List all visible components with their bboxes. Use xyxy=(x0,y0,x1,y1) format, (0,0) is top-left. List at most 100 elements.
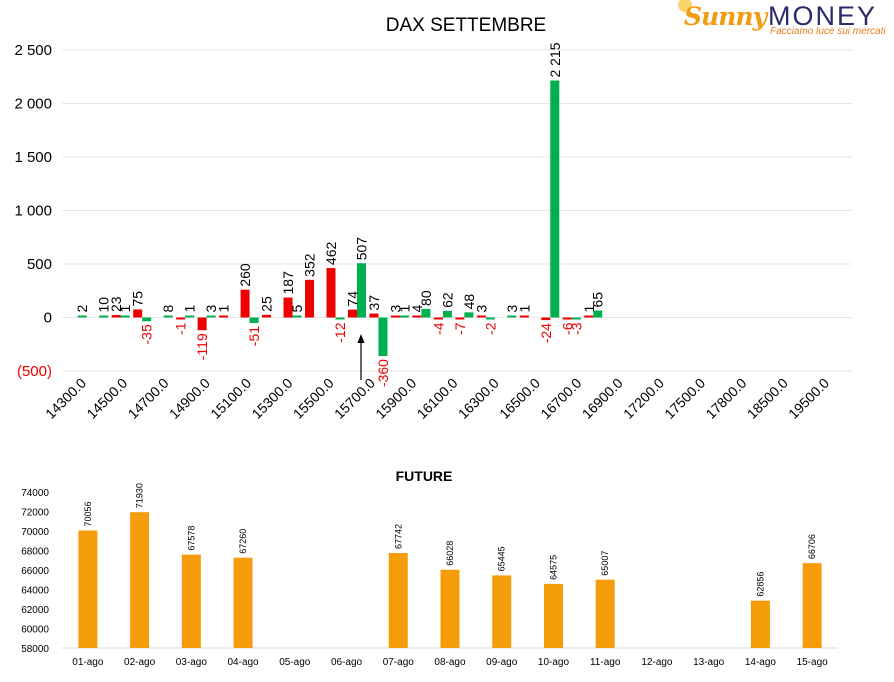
dax-bar xyxy=(519,315,529,318)
dax-bars xyxy=(77,80,603,357)
future-y-tick-label: 72000 xyxy=(21,508,49,519)
future-bar xyxy=(388,553,408,648)
future-bar xyxy=(595,579,615,648)
dax-data-label: 2 215 xyxy=(547,42,563,77)
future-data-label: 65445 xyxy=(497,546,507,571)
dax-data-label: 1 xyxy=(216,305,232,313)
dax-bar xyxy=(219,315,229,318)
dax-bar xyxy=(185,315,195,318)
dax-data-label: 1 xyxy=(182,305,198,313)
dax-y-tick-label: (500) xyxy=(17,363,52,380)
future-x-tick-label: 14-ago xyxy=(745,657,777,668)
dax-data-label: 65 xyxy=(590,292,606,308)
dax-bar xyxy=(476,315,486,318)
dax-y-tick-label: 1 000 xyxy=(14,203,52,220)
dax-data-label: 10 xyxy=(96,297,112,313)
dax-bar xyxy=(464,312,474,318)
future-bar xyxy=(233,557,253,648)
future-x-tick-label: 08-ago xyxy=(434,657,466,668)
dax-bar xyxy=(77,315,87,318)
dax-bar xyxy=(455,317,465,320)
dax-data-label: 25 xyxy=(259,296,275,312)
dax-x-tick-label: 15300.0 xyxy=(248,375,295,422)
logo-sunny-text: Sunny xyxy=(684,2,767,31)
future-x-tick-label: 09-ago xyxy=(486,657,518,668)
dax-september-chart: DAX SETTEMBRE (500) 0 500 1 000 1 500 2 000 2 … xyxy=(14,15,852,422)
dax-x-tick-label: 19500.0 xyxy=(785,375,832,422)
dax-data-label: -12 xyxy=(332,322,348,342)
future-x-tick-label: 06-ago xyxy=(331,657,363,668)
dax-bar xyxy=(399,315,409,318)
dax-data-label: 3 xyxy=(504,305,520,313)
dax-data-label: -7 xyxy=(452,322,468,335)
future-y-tick-label: 70000 xyxy=(21,527,49,538)
dax-bar xyxy=(176,317,186,320)
dax-bar xyxy=(197,317,207,331)
future-y-tick-label: 74000 xyxy=(21,488,49,499)
dax-bar xyxy=(593,310,603,318)
dax-arrow-annotation xyxy=(357,334,365,380)
future-data-label: 71930 xyxy=(135,483,145,508)
dax-bar xyxy=(390,315,400,318)
dax-bar xyxy=(283,297,293,318)
dax-x-tick-label: 17200.0 xyxy=(620,375,667,422)
future-bar xyxy=(543,583,563,648)
dax-data-label: 2 xyxy=(74,305,90,313)
dax-chart-title: DAX SETTEMBRE xyxy=(386,15,546,36)
dax-bar xyxy=(326,268,336,318)
future-data-label: 64575 xyxy=(548,555,558,580)
future-bars xyxy=(78,512,822,648)
dax-data-label: -2 xyxy=(482,322,498,335)
future-bar xyxy=(181,554,201,648)
dax-bar xyxy=(240,289,250,318)
future-x-tick-label: 02-ago xyxy=(124,657,156,668)
dax-x-tick-label: 18500.0 xyxy=(744,375,791,422)
dax-bar xyxy=(206,315,216,318)
dax-bar xyxy=(133,309,143,318)
future-chart: FUTURE 58000 60000 62000 64000 66000 68000 700… xyxy=(21,468,838,668)
dax-x-tick-label: 15100.0 xyxy=(207,375,254,422)
future-x-tick-label: 01-ago xyxy=(72,657,104,668)
dax-x-tick-label: 16900.0 xyxy=(579,375,626,422)
future-y-tick-label: 60000 xyxy=(21,625,49,636)
dax-data-label: 3 xyxy=(387,305,403,313)
dax-x-axis: 14300.014500.014700.014900.015100.015300… xyxy=(42,375,832,422)
dax-data-label: -35 xyxy=(139,324,155,344)
dax-data-label: 4 xyxy=(409,305,425,313)
dax-data-label: -1 xyxy=(173,322,189,335)
dax-arrow-head xyxy=(357,334,365,343)
dax-x-tick-label: 16500.0 xyxy=(496,375,543,422)
dax-bar xyxy=(421,308,431,318)
future-x-tick-label: 05-ago xyxy=(279,657,311,668)
dax-y-axis: (500) 0 500 1 000 1 500 2 000 2 500 xyxy=(14,42,52,380)
future-bar xyxy=(750,600,770,648)
dax-data-label: 5 xyxy=(289,305,305,313)
dax-y-tick-label: 0 xyxy=(44,310,52,327)
dax-bar xyxy=(249,317,259,323)
dax-data-label: 74 xyxy=(344,291,360,307)
dax-y-tick-label: 500 xyxy=(27,256,52,273)
dax-bar xyxy=(507,315,517,318)
dax-bar xyxy=(433,317,443,320)
dax-x-tick-label: 17800.0 xyxy=(702,375,749,422)
dax-data-label: 260 xyxy=(237,263,253,287)
dax-bar xyxy=(142,317,152,322)
dax-x-tick-label: 14300.0 xyxy=(42,375,89,422)
dax-data-label: -119 xyxy=(194,333,210,360)
dax-bar xyxy=(584,315,594,318)
dax-bar xyxy=(262,314,272,318)
future-data-label: 67260 xyxy=(238,529,248,554)
dax-y-tick-label: 2 500 xyxy=(14,42,52,59)
dax-bar xyxy=(292,315,302,318)
logo-tagline: Facciamo luce sui mercati xyxy=(770,26,886,37)
dax-bar xyxy=(369,313,379,318)
dax-data-label: 62 xyxy=(439,292,455,308)
dax-data-label: 187 xyxy=(280,271,296,295)
dax-y-tick-label: 2 000 xyxy=(14,96,52,113)
logo-money-text: MONEY xyxy=(768,1,878,31)
sunny-money-logo: Sunny MONEY Facciamo luce sui mercati xyxy=(678,0,890,38)
future-y-tick-label: 62000 xyxy=(21,605,49,616)
dax-data-label: -24 xyxy=(538,323,554,343)
